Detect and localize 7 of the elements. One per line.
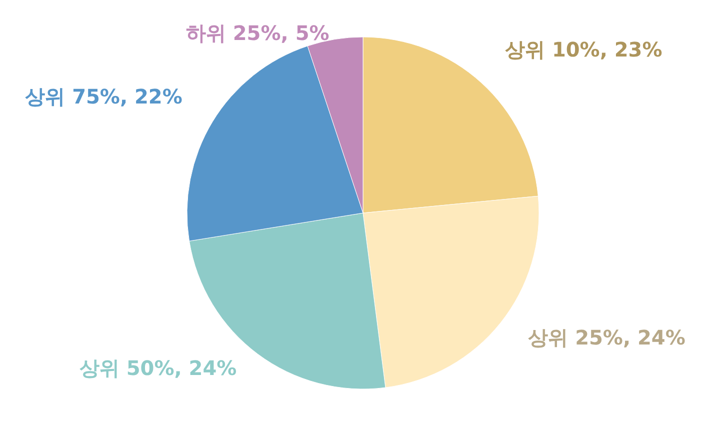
pie-slice — [186, 46, 364, 242]
slice-label: 상위 50%, 24% — [79, 356, 237, 380]
slice-label: 하위 25%, 5% — [186, 21, 330, 45]
slice-label: 상위 10%, 23% — [504, 38, 662, 62]
slice-label: 상위 25%, 24% — [528, 326, 686, 350]
pie-slice — [189, 212, 386, 390]
slice-label: 상위 75%, 22% — [25, 84, 182, 109]
